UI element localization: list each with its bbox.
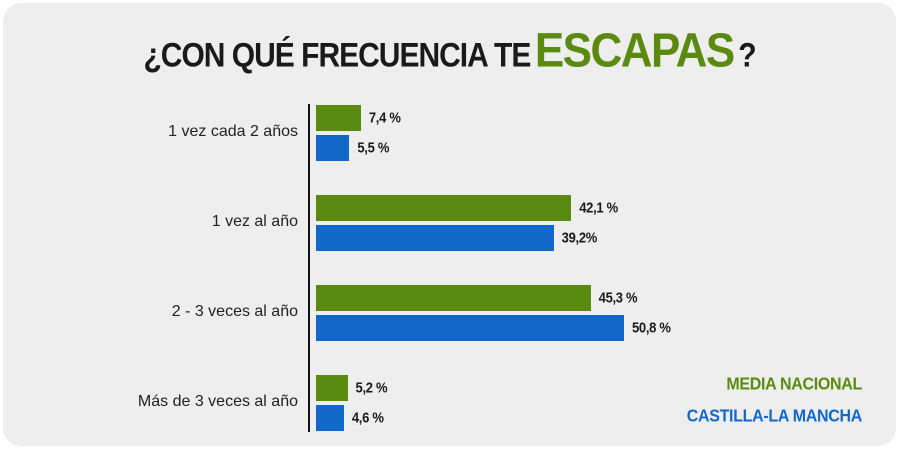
title-accent: ESCAPAS [534,23,735,78]
bar-castilla-la-mancha [316,405,344,431]
data-label: 42,1 % [579,198,618,217]
data-label: 39,2% [561,228,598,247]
category-label: Más de 3 veces al año [137,393,298,410]
bar-castilla-la-mancha [316,135,350,161]
bar-media-nacional [316,285,591,311]
title-suffix: ? [738,36,757,75]
title-prefix: ¿CON QUÉ FRECUENCIA TE [143,36,531,75]
data-label: 5,5 % [357,138,390,157]
chart-card [3,3,896,446]
bar-castilla-la-mancha [316,225,554,251]
bar-media-nacional [316,105,361,131]
legend-item-media-nacional: MEDIA NACIONAL [726,375,862,394]
category-label: 1 vez cada 2 años [168,123,298,140]
data-label: 45,3 % [598,288,638,307]
bar-castilla-la-mancha [316,315,624,341]
data-label: 50,8 % [632,318,671,337]
data-label: 7,4 % [368,108,401,127]
chart-title: ¿CON QUÉ FRECUENCIA TE ESCAPAS ? [0,23,900,78]
data-label: 4,6 % [351,408,384,427]
category-label: 2 - 3 veces al año [171,303,298,320]
y-axis-line [308,104,310,432]
bar-media-nacional [316,375,348,401]
legend-item-castilla-la-mancha: CASTILLA-LA MANCHA [686,407,863,426]
category-label: 1 vez al año [211,213,298,230]
bar-media-nacional [316,195,572,221]
data-label: 5,2 % [355,378,388,397]
